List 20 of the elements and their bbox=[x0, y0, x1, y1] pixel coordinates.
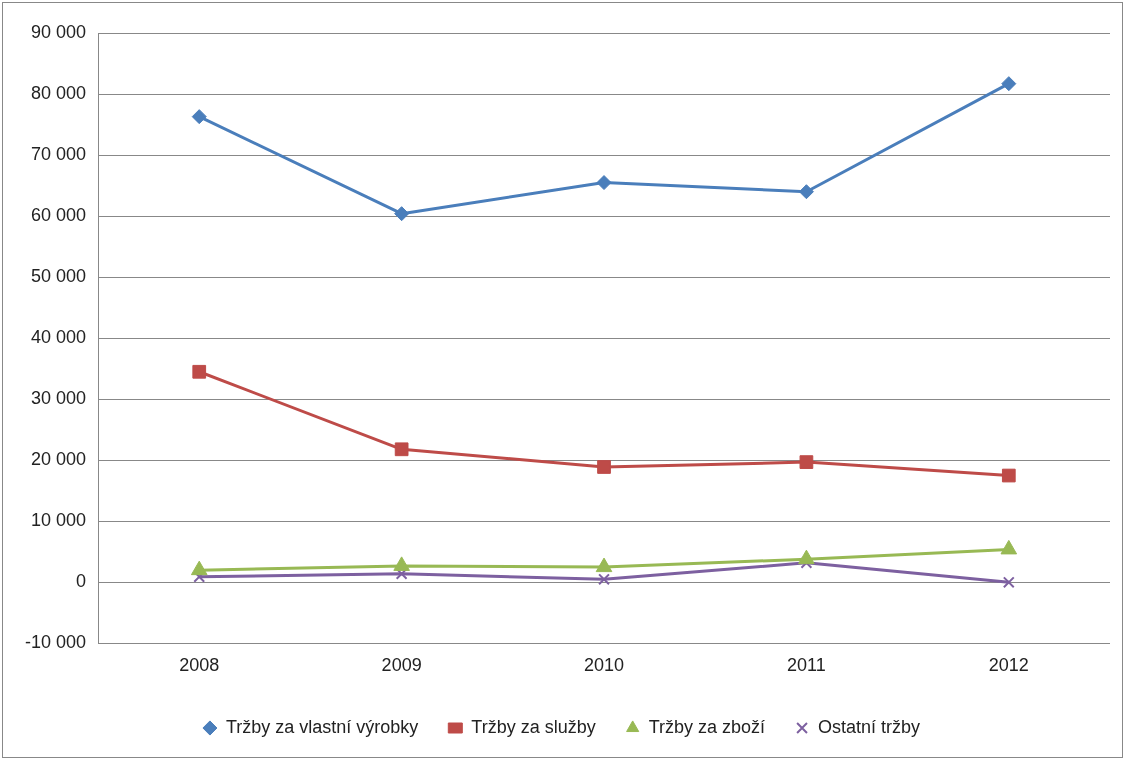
y-tick-label: 90 000 bbox=[30, 21, 87, 42]
y-tick-label: 20 000 bbox=[30, 449, 87, 470]
legend-label: Tržby za vlastní výrobky bbox=[225, 716, 419, 737]
y-tick-label: -10 000 bbox=[24, 632, 87, 653]
y-tick-label: 50 000 bbox=[30, 266, 87, 287]
y-tick-label: 70 000 bbox=[30, 144, 87, 165]
y-tick-label: 0 bbox=[76, 571, 87, 592]
x-tick-label: 2009 bbox=[381, 655, 422, 676]
x-tick-label: 2008 bbox=[179, 655, 220, 676]
y-tick-label: 30 000 bbox=[30, 388, 87, 409]
legend-label: Ostatní tržby bbox=[818, 716, 921, 737]
y-tick-label: 80 000 bbox=[30, 83, 87, 104]
y-tick-label: 10 000 bbox=[30, 510, 87, 531]
y-tick-label: 60 000 bbox=[30, 205, 87, 226]
x-tick-label: 2010 bbox=[584, 655, 625, 676]
x-tick-label: 2012 bbox=[988, 655, 1029, 676]
legend-label: Tržby za služby bbox=[471, 716, 596, 737]
legend-label: Tržby za zboží bbox=[648, 716, 766, 737]
y-tick-label: 40 000 bbox=[30, 327, 87, 348]
x-tick-label: 2011 bbox=[787, 655, 826, 676]
